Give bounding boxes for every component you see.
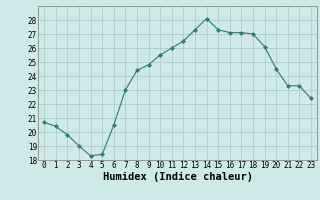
X-axis label: Humidex (Indice chaleur): Humidex (Indice chaleur) — [103, 172, 252, 182]
